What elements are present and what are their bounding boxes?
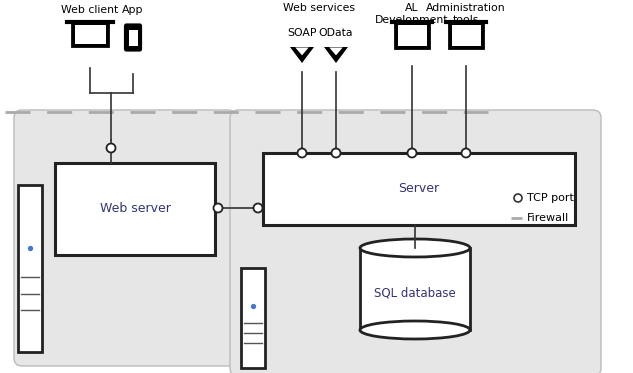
FancyBboxPatch shape xyxy=(263,153,575,225)
FancyBboxPatch shape xyxy=(18,185,42,352)
FancyBboxPatch shape xyxy=(451,25,480,46)
FancyBboxPatch shape xyxy=(75,25,106,44)
Circle shape xyxy=(106,144,115,153)
Text: OData: OData xyxy=(319,28,353,38)
Polygon shape xyxy=(329,47,342,55)
Ellipse shape xyxy=(360,321,470,339)
Text: TCP port: TCP port xyxy=(527,193,574,203)
Ellipse shape xyxy=(360,239,470,257)
Polygon shape xyxy=(295,47,309,55)
Text: SOAP: SOAP xyxy=(287,28,316,38)
Circle shape xyxy=(514,194,522,202)
Text: Web services: Web services xyxy=(283,3,355,13)
Text: Web server: Web server xyxy=(99,203,170,216)
Circle shape xyxy=(298,148,306,157)
Circle shape xyxy=(213,204,223,213)
FancyBboxPatch shape xyxy=(360,248,470,330)
FancyBboxPatch shape xyxy=(241,268,265,368)
FancyBboxPatch shape xyxy=(72,22,108,46)
Text: App: App xyxy=(122,5,144,15)
Text: Server: Server xyxy=(398,182,439,195)
Circle shape xyxy=(461,148,470,157)
FancyBboxPatch shape xyxy=(125,25,141,50)
Polygon shape xyxy=(324,47,348,63)
Polygon shape xyxy=(290,47,314,63)
Text: Web client: Web client xyxy=(61,5,118,15)
Text: AL
Development: AL Development xyxy=(375,3,449,25)
FancyBboxPatch shape xyxy=(14,110,236,366)
FancyBboxPatch shape xyxy=(55,163,215,255)
Text: Firewall: Firewall xyxy=(527,213,569,223)
FancyBboxPatch shape xyxy=(128,30,137,46)
FancyBboxPatch shape xyxy=(230,110,601,373)
Circle shape xyxy=(408,148,417,157)
Circle shape xyxy=(332,148,341,157)
FancyBboxPatch shape xyxy=(449,22,483,48)
FancyBboxPatch shape xyxy=(398,25,427,46)
Text: SQL database: SQL database xyxy=(374,286,456,300)
Circle shape xyxy=(253,204,263,213)
Text: Administration
tools: Administration tools xyxy=(426,3,506,25)
FancyBboxPatch shape xyxy=(395,22,429,48)
